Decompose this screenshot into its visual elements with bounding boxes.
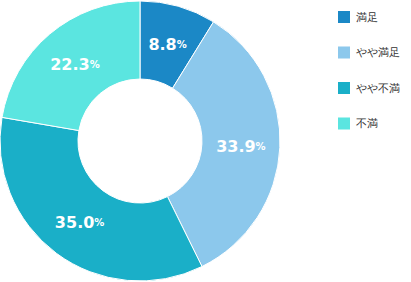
slice	[2, 1, 140, 131]
data-label: 22.3%	[50, 54, 100, 73]
data-label-unit: %	[90, 58, 100, 69]
chart: 8.8%33.9%35.0%22.3%満足やや満足やや不満不満	[0, 0, 411, 282]
legend-item: 不満	[338, 117, 378, 130]
data-label-number: 22.3	[50, 54, 89, 73]
legend-label: やや満足	[356, 46, 400, 59]
legend-swatch	[338, 118, 350, 130]
legend-item: やや不満	[338, 82, 400, 95]
data-label-unit: %	[177, 38, 187, 49]
data-labels: 8.8%33.9%35.0%22.3%	[50, 34, 266, 231]
legend-item: 満足	[338, 11, 378, 24]
plot: 8.8%33.9%35.0%22.3%	[0, 1, 280, 281]
data-label-unit: %	[94, 216, 104, 227]
data-label: 8.8%	[148, 34, 186, 53]
legend-item: やや満足	[338, 46, 400, 59]
data-label-number: 33.9	[216, 136, 255, 155]
data-label-number: 8.8	[148, 34, 176, 53]
legend-label: やや不満	[356, 82, 400, 95]
legend-swatch	[338, 11, 350, 23]
legend-label: 不満	[356, 117, 378, 130]
slice	[0, 117, 202, 281]
legend-label: 満足	[356, 11, 378, 24]
legend: 満足やや満足やや不満不満	[338, 11, 400, 131]
slices	[0, 1, 280, 281]
data-label-unit: %	[256, 140, 266, 151]
legend-swatch	[338, 47, 350, 59]
legend-swatch	[338, 82, 350, 94]
data-label: 33.9%	[216, 136, 266, 155]
data-label-number: 35.0	[55, 212, 94, 231]
data-label: 35.0%	[55, 212, 105, 231]
